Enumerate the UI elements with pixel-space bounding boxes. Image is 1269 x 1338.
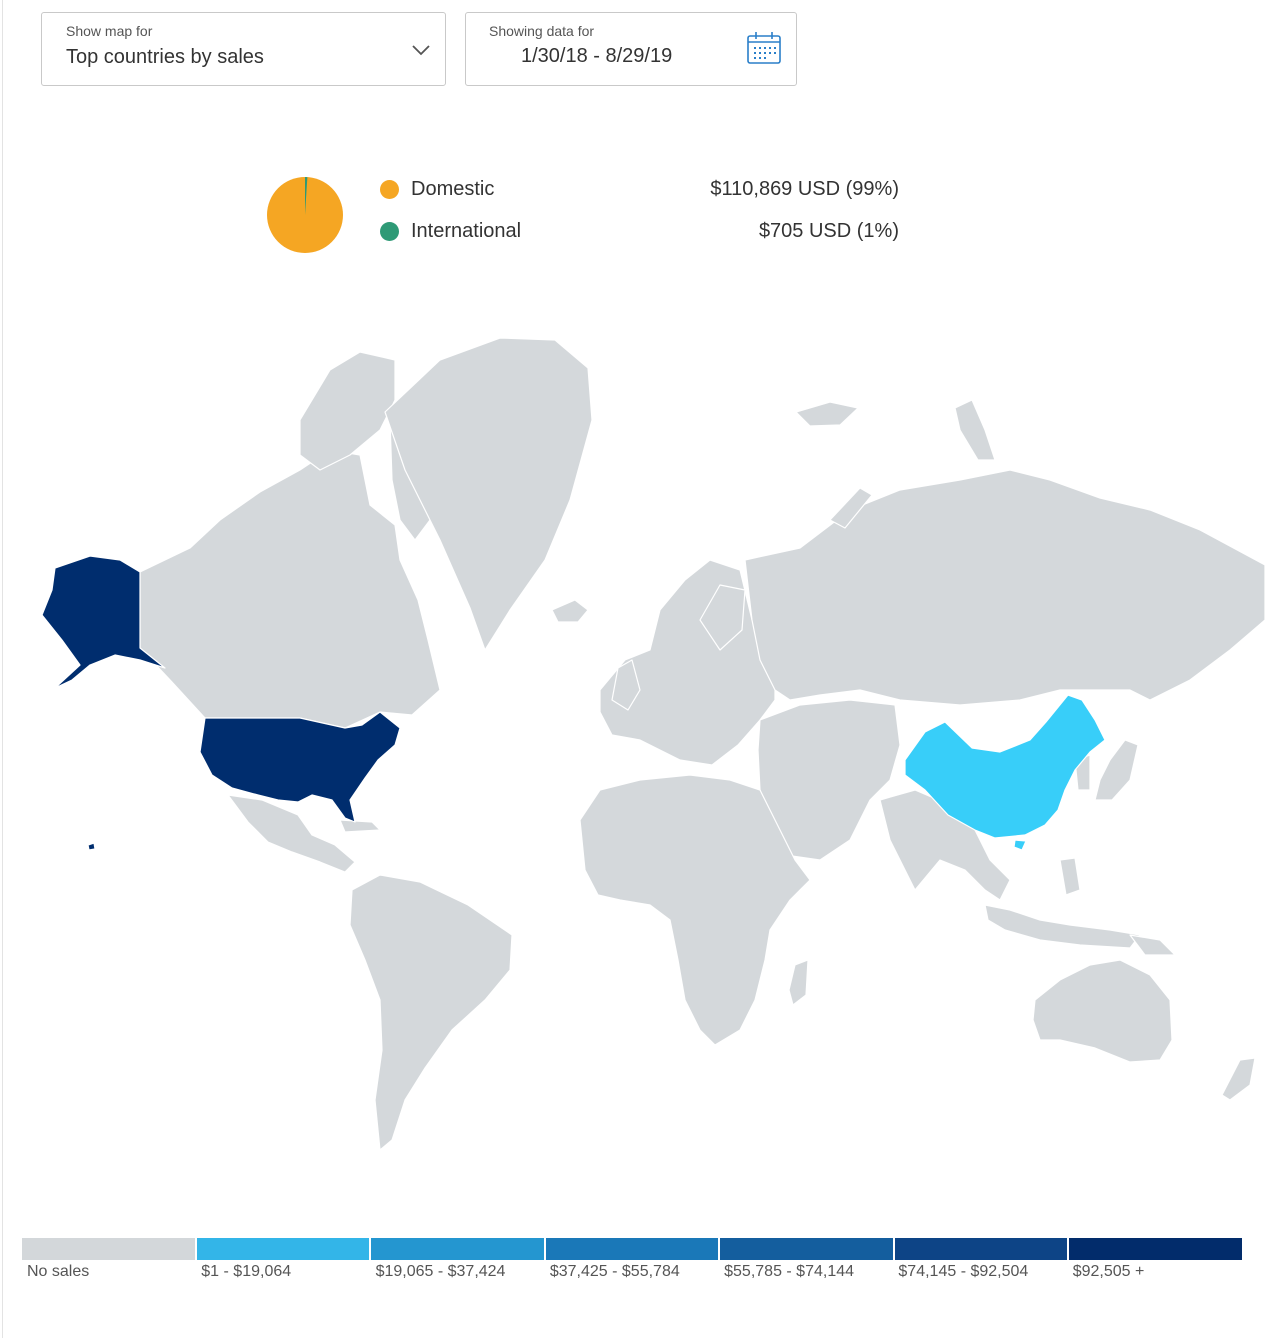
country-china xyxy=(904,694,1106,839)
country-china-hainan xyxy=(1013,839,1027,851)
country-uk xyxy=(611,659,641,711)
country-usa-alaska xyxy=(41,555,166,689)
map-type-dropdown[interactable]: Show map for Top countries by sales xyxy=(41,12,446,86)
south-america xyxy=(349,874,513,1151)
maritime-se-asia xyxy=(984,904,1141,949)
domestic-label: Domestic xyxy=(411,178,495,200)
map-type-caption: Show map for xyxy=(66,23,153,39)
country-greenland xyxy=(384,337,593,651)
scale-label-3: $37,425 - $55,784 xyxy=(549,1263,680,1280)
sales-scale-labels: No sales $1 - $19,064 $19,065 - $37,424 … xyxy=(22,1263,1242,1281)
chevron-down-icon xyxy=(412,45,430,56)
international-dot xyxy=(380,222,399,241)
country-madagascar xyxy=(788,959,809,1006)
arctic-islands xyxy=(299,351,396,471)
scale-swatch-4 xyxy=(720,1238,893,1260)
international-amount: $705 USD (1%) xyxy=(758,220,899,242)
scale-label-1: $1 - $19,064 xyxy=(201,1263,292,1280)
country-philippines xyxy=(1059,857,1081,896)
legend-domestic: Domestic $110,869 USD (99%) xyxy=(380,178,900,202)
legend-international: International $705 USD (1%) xyxy=(380,220,900,244)
country-usa xyxy=(199,711,401,823)
scale-swatch-5 xyxy=(894,1238,1068,1260)
country-mexico xyxy=(227,794,356,873)
sales-split-pie xyxy=(267,177,343,253)
country-finland xyxy=(699,584,746,651)
scale-swatch-1 xyxy=(196,1238,370,1260)
scale-label-2: $19,065 - $37,424 xyxy=(375,1263,506,1280)
africa xyxy=(579,774,811,1046)
scale-label-4: $55,785 - $74,144 xyxy=(724,1263,855,1280)
scale-swatch-6 xyxy=(1069,1238,1243,1260)
domestic-amount: $110,869 USD (99%) xyxy=(710,178,899,200)
country-new-zealand xyxy=(1221,1057,1256,1101)
novaya-zemlya xyxy=(829,487,873,529)
caribbean xyxy=(339,819,381,833)
page-border xyxy=(2,0,3,1338)
international-label: International xyxy=(411,220,522,242)
sales-scale xyxy=(22,1238,1243,1260)
siberian-islands xyxy=(954,399,996,461)
date-range-value: 1/30/18 - 8/29/19 xyxy=(521,45,673,67)
world-map[interactable] xyxy=(0,330,1269,1160)
scale-label-6: $92,505 + xyxy=(1072,1263,1145,1280)
scale-label-no-sales: No sales xyxy=(27,1263,90,1280)
country-japan xyxy=(1094,739,1139,801)
date-range-picker[interactable]: Showing data for 1/30/18 - 8/29/19 xyxy=(465,12,797,86)
country-papua-new-guinea xyxy=(1129,934,1176,956)
scale-swatch-3 xyxy=(545,1238,719,1260)
svalbard xyxy=(795,401,859,427)
domestic-dot xyxy=(380,180,399,199)
country-russia xyxy=(744,469,1266,706)
pie-slice-international xyxy=(305,177,308,215)
country-iceland xyxy=(551,599,589,623)
date-range-caption: Showing data for xyxy=(489,23,595,39)
calendar-icon[interactable] xyxy=(746,31,782,65)
map-type-value: Top countries by sales xyxy=(66,46,264,68)
scale-swatch-no-sales xyxy=(22,1238,195,1260)
country-australia xyxy=(1032,959,1173,1063)
scale-swatch-2 xyxy=(371,1238,544,1260)
country-usa-hawaii xyxy=(87,842,96,851)
scale-label-5: $74,145 - $92,504 xyxy=(898,1263,1029,1280)
